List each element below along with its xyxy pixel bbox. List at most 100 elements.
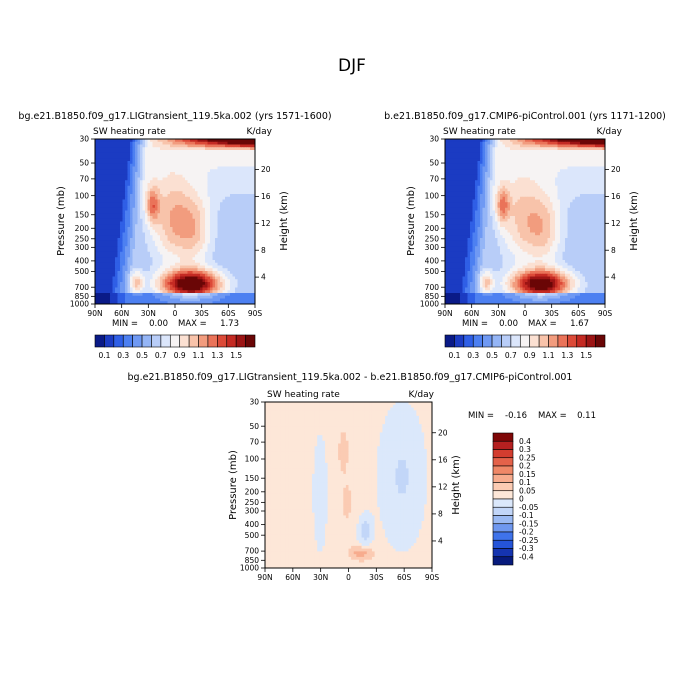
- field-cell: [532, 141, 536, 145]
- field-cell: [465, 163, 468, 167]
- field-cell: [602, 177, 606, 181]
- field-cell: [507, 158, 511, 162]
- field-cell: [170, 183, 173, 187]
- field-cell: [480, 163, 483, 167]
- field-cell: [252, 177, 256, 181]
- field-cell: [215, 249, 218, 253]
- field-cell: [185, 221, 188, 225]
- field-cell: [495, 144, 498, 148]
- field-cell: [227, 251, 231, 255]
- field-cell: [555, 155, 558, 159]
- field-cell: [240, 185, 243, 189]
- field-cell: [545, 183, 548, 187]
- field-cell: [522, 183, 526, 187]
- field-cell: [212, 205, 216, 209]
- field-cell: [147, 276, 151, 280]
- field-cell: [545, 174, 548, 178]
- field-cell: [202, 210, 206, 214]
- field-cell: [120, 196, 123, 200]
- field-cell: [252, 188, 256, 192]
- field-cell: [252, 260, 256, 264]
- field-cell: [130, 177, 133, 181]
- field-cell: [140, 144, 143, 148]
- field-cell: [242, 141, 246, 145]
- field-cell: [190, 257, 193, 261]
- field-cell: [237, 194, 241, 198]
- field-cell: [542, 147, 546, 151]
- field-cell: [157, 221, 161, 225]
- field-cell: [202, 202, 206, 206]
- field-cell: [227, 191, 231, 195]
- field-cell: [212, 273, 216, 277]
- field-cell: [117, 141, 121, 145]
- field-cell: [120, 229, 123, 233]
- field-cell: [600, 152, 603, 156]
- field-cell: [495, 150, 498, 154]
- field-cell: [195, 188, 198, 192]
- field-cell: [195, 238, 198, 242]
- field-cell: [192, 295, 196, 299]
- field-cell: [182, 205, 186, 209]
- field-cell: [542, 183, 546, 187]
- field-cell: [227, 188, 231, 192]
- field-cell: [230, 205, 233, 209]
- field-cell: [575, 144, 578, 148]
- field-cell: [135, 284, 138, 288]
- field-cell: [222, 293, 226, 297]
- field-cell: [102, 180, 106, 184]
- field-cell: [252, 199, 256, 203]
- field-cell: [200, 243, 203, 247]
- field-cell: [545, 177, 548, 181]
- field-cell: [235, 218, 238, 222]
- field-cell: [162, 199, 166, 203]
- field-cell: [215, 144, 218, 148]
- field-cell: [215, 276, 218, 280]
- field-cell: [247, 287, 251, 291]
- field-cell: [107, 172, 111, 176]
- field-cell: [167, 273, 171, 277]
- field-cell: [150, 166, 153, 170]
- field-cell: [590, 161, 593, 165]
- y-tick-label: 200: [75, 224, 90, 233]
- field-cell: [215, 191, 218, 195]
- field-cell: [165, 235, 168, 239]
- field-cell: [187, 210, 191, 214]
- field-cell: [560, 166, 563, 170]
- field-cell: [127, 218, 131, 222]
- field-cell: [130, 273, 133, 277]
- field-cell: [182, 251, 186, 255]
- field-cell: [527, 169, 531, 173]
- field-cell: [472, 155, 476, 159]
- field-cell: [115, 180, 118, 184]
- field-cell: [112, 169, 116, 173]
- field-cell: [462, 158, 466, 162]
- field-cell: [580, 169, 583, 173]
- field-cell: [170, 161, 173, 165]
- field-cell: [175, 271, 178, 275]
- field-cell: [95, 218, 98, 222]
- field-cell: [117, 150, 121, 154]
- field-cell: [165, 166, 168, 170]
- field-cell: [202, 295, 206, 299]
- field-cell: [115, 158, 118, 162]
- field-cell: [160, 155, 163, 159]
- field-cell: [157, 147, 161, 151]
- field-cell: [135, 271, 138, 275]
- field-cell: [230, 254, 233, 258]
- field-cell: [102, 174, 106, 178]
- y-right-tick-label: 4: [261, 273, 266, 282]
- field-cell: [197, 188, 201, 192]
- field-cell: [165, 260, 168, 264]
- field-cell: [242, 243, 246, 247]
- field-cell: [172, 246, 176, 250]
- field-cell: [127, 202, 131, 206]
- field-cell: [182, 221, 186, 225]
- field-cell: [585, 177, 588, 181]
- field-cell: [190, 251, 193, 255]
- field-cell: [595, 150, 598, 154]
- field-cell: [200, 141, 203, 145]
- field-cell: [170, 210, 173, 214]
- field-cell: [485, 174, 488, 178]
- field-cell: [192, 254, 196, 258]
- field-cell: [467, 180, 471, 184]
